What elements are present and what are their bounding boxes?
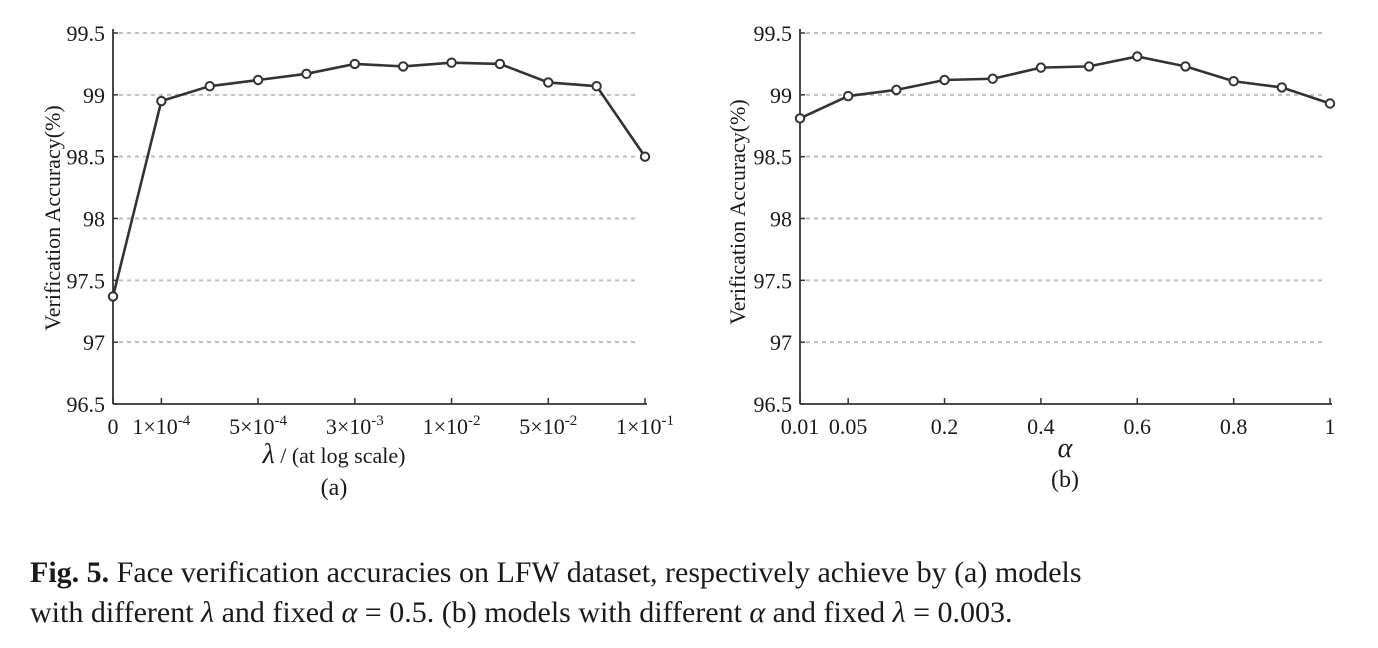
chart-a-y-tick-label: 97.5	[67, 268, 106, 293]
chart-b-data-point	[1083, 61, 1095, 72]
chart-a-subplot-label: (a)	[321, 475, 348, 501]
chart-b-y-tick-label: 99	[770, 83, 792, 108]
chart-a-data-point	[397, 61, 409, 72]
chart-b-data-point	[1180, 61, 1191, 72]
chart-a-x-tick-label: 1×10-2	[423, 413, 481, 439]
chart-b-data-point	[1324, 98, 1336, 109]
chart-a-x-tick-label: 5×10-2	[519, 413, 577, 439]
chart-b-data-point	[1276, 82, 1288, 93]
chart-b-x-tick-label: 1	[1325, 414, 1336, 439]
chart-a-x-tick-label: 3×10-3	[326, 413, 384, 439]
chart-a-data-point	[107, 291, 119, 302]
chart-b-x-tick-label: 0.05	[829, 414, 868, 439]
figure-caption: Fig. 5. Face verification accuracies on …	[30, 553, 1360, 633]
caption-text-1: Face verification accuracies on LFW data…	[109, 556, 1082, 589]
chart-a-y-tick-label: 99	[83, 83, 105, 108]
chart-b-data-point	[794, 113, 806, 124]
chart-a-y-tick-label: 98.5	[67, 145, 106, 170]
chart-a-data-point	[204, 80, 215, 92]
chart-a-data-point	[591, 80, 602, 92]
caption-alpha: α	[341, 596, 358, 629]
chart-a-data-point	[446, 57, 457, 68]
chart-a-y-tick-label: 97	[83, 330, 105, 355]
chart-b-y-tick-label: 96.5	[754, 392, 793, 417]
chart-a-x-tick-label: 0	[108, 414, 119, 439]
chart-b-data-point	[939, 74, 950, 86]
chart-b-x-tick-label: 0.2	[931, 414, 959, 439]
chart-a-y-tick-label: 96.5	[67, 392, 106, 417]
chart-b-y-tick-label: 98.5	[754, 145, 793, 170]
chart-a-data-point	[494, 58, 506, 70]
caption-lambda-2: λ	[892, 596, 906, 629]
chart-b-data-point	[1132, 51, 1143, 62]
chart-b-data-point	[891, 84, 902, 96]
caption-text-6: = 0.003.	[905, 596, 1013, 629]
chart-b-x-tick-label: 0.01	[781, 414, 820, 439]
chart-a-x-tick-label: 1×10-4	[132, 413, 190, 439]
caption-text-2: with different	[30, 596, 202, 629]
chart-b-data-point	[1035, 62, 1047, 73]
chart-a-data-point	[156, 95, 167, 107]
chart-b-subplot-label: (b)	[1051, 467, 1079, 493]
chart-b-x-axis-label: α	[1058, 433, 1074, 464]
chart-a-x-tick-label: 1×10-1	[616, 413, 674, 439]
caption-lambda: λ	[201, 596, 215, 629]
chart-b-data-point	[842, 90, 854, 102]
chart-b-data-point	[1228, 76, 1239, 87]
chart-b-y-tick-label: 97.5	[754, 268, 793, 293]
chart-a-data-point	[349, 58, 361, 70]
caption-text-5: and fixed	[765, 596, 893, 629]
chart-a-y-tick-label: 98	[83, 207, 105, 232]
chart-b-y-axis-label: Verification Accuracy(%)	[725, 99, 750, 324]
chart-b-y-tick-label: 97	[770, 330, 792, 355]
chart-a-y-axis-label: Verification Accuracy(%)	[40, 105, 65, 330]
chart-a-data-point	[252, 74, 264, 86]
chart-a-data-point	[301, 68, 312, 80]
chart-a-series-line	[111, 61, 647, 297]
caption-alpha-2: α	[749, 596, 766, 629]
caption-text-4: = 0.5. (b) models with different	[357, 596, 750, 629]
chart-b-data-point	[987, 73, 998, 84]
chart-b-group: 99.5 99 98.5 98 97.5 97 96.50.01 0.05 0.2 0.4 0.6 0…	[725, 21, 1336, 493]
chart-b-x-tick-label: 0.8	[1220, 414, 1248, 439]
chart-a-data-point	[543, 77, 554, 88]
chart-a-group: 99.5 99 98.5 98 97.5 97 96.50 1×10-4 5×10-4 3×10-…	[40, 21, 674, 501]
caption-label: Fig. 5.	[30, 556, 110, 589]
chart-a-x-tick-label: 5×10-4	[229, 413, 287, 439]
chart-b-x-tick-label: 0.4	[1027, 414, 1055, 439]
chart-b-series-line	[799, 55, 1331, 120]
chart-a-y-tick-label: 99.5	[67, 21, 106, 46]
chart-b-y-tick-label: 98	[770, 207, 792, 232]
chart-b-y-tick-label: 99.5	[754, 21, 793, 46]
chart-a-x-axis-label: λ / (at log scale)	[262, 439, 406, 470]
chart-a-data-point	[639, 151, 651, 162]
caption-text-3: and fixed	[214, 596, 342, 629]
chart-b-x-tick-label: 0.6	[1124, 414, 1152, 439]
